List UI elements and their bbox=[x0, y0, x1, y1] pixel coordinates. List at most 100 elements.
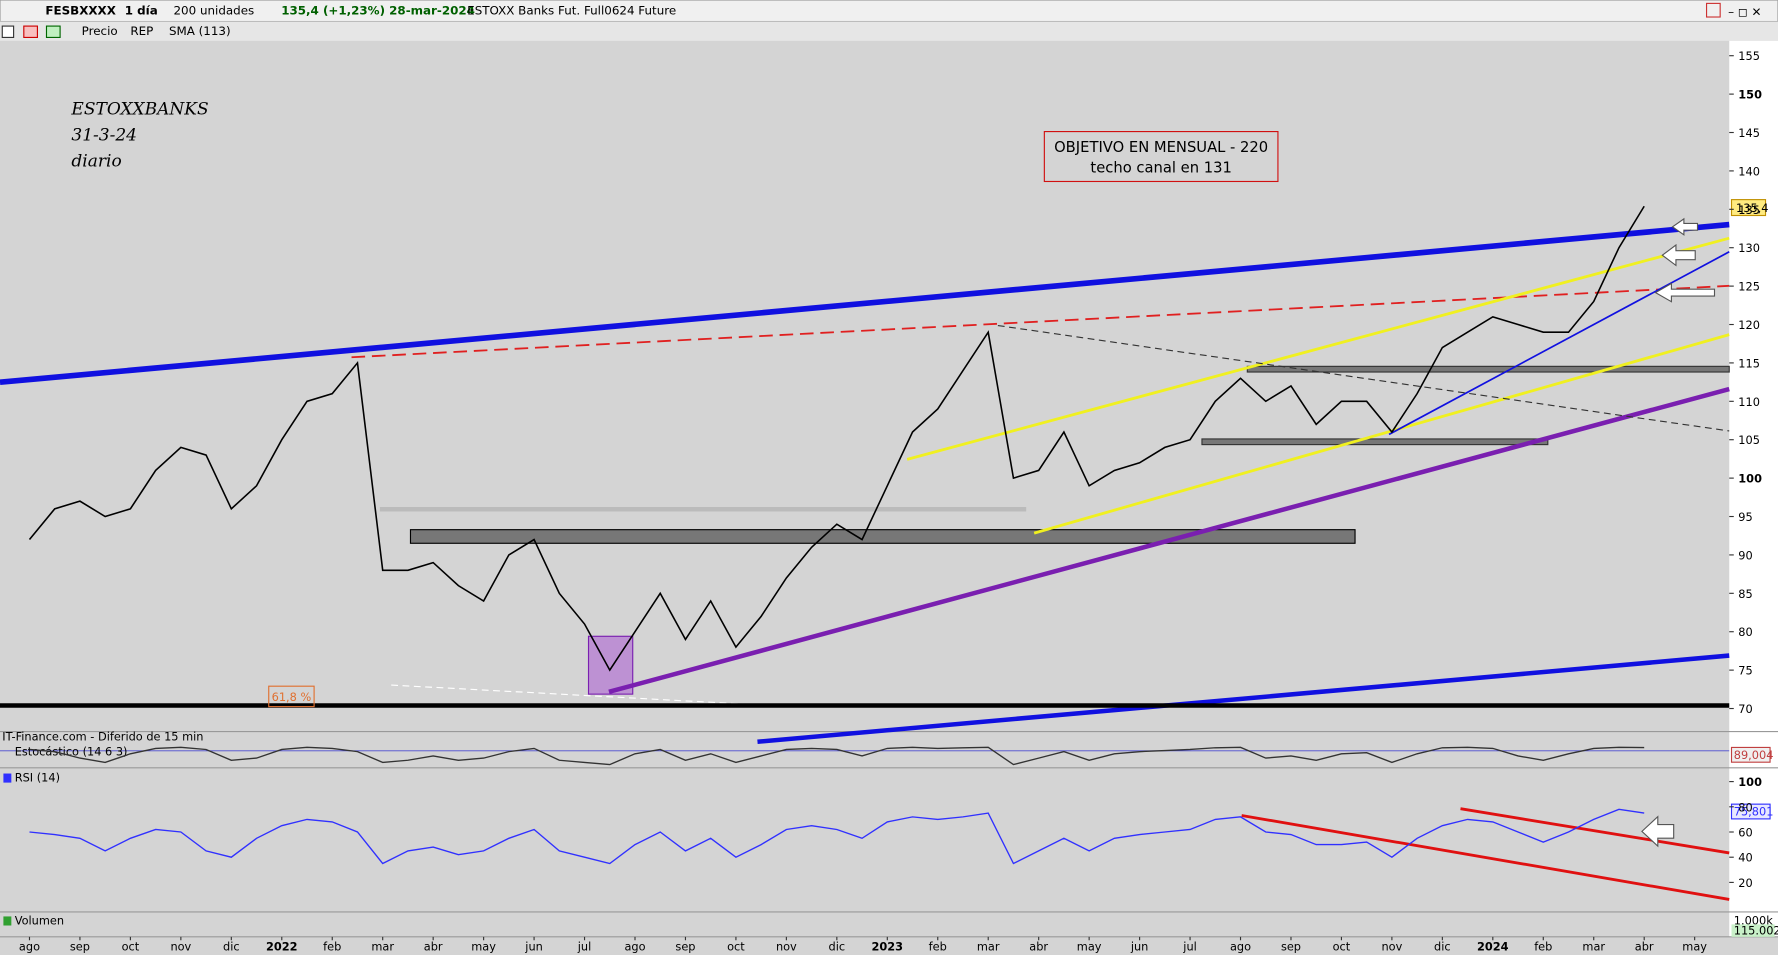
y-tick-label: 145 bbox=[1738, 126, 1760, 140]
series-line bbox=[28, 205, 1645, 672]
y-tick-label: 130 bbox=[1738, 241, 1760, 255]
x-tick-label: ago bbox=[19, 939, 40, 953]
y-tick-label: 105 bbox=[1738, 433, 1760, 447]
button[interactable] bbox=[23, 25, 38, 38]
y-tick-label: 100 bbox=[1738, 775, 1762, 789]
x-tick-label: may bbox=[1682, 939, 1707, 953]
x-tick-label: feb bbox=[1534, 939, 1552, 953]
x-tick-label: ago bbox=[624, 939, 645, 953]
x-tick-label: feb bbox=[929, 939, 947, 953]
volume-value-label: 115.002 bbox=[1734, 924, 1778, 938]
panel-label: Volumen bbox=[15, 913, 64, 927]
trendline bbox=[1388, 251, 1730, 436]
fib-box bbox=[268, 685, 315, 708]
source: IT-Finance.com - Diferido de 15 min bbox=[2, 730, 203, 744]
toggle[interactable]: Precio bbox=[82, 24, 118, 38]
zone bbox=[1246, 365, 1730, 373]
window-controls[interactable]: – ◻ ✕ bbox=[1728, 5, 1761, 19]
annotation: diario bbox=[71, 152, 121, 172]
symbol[interactable]: FESBXXXX bbox=[45, 4, 116, 18]
annotation-title: ESTOXXBANKS bbox=[70, 100, 208, 120]
y-tick-label: 140 bbox=[1738, 164, 1760, 178]
y-tick-label: 125 bbox=[1738, 280, 1760, 294]
y-tick-label: 70 bbox=[1738, 702, 1752, 716]
x-tick-label: sep bbox=[70, 939, 90, 953]
toggle[interactable]: SMA (113) bbox=[169, 24, 231, 38]
refresh-button[interactable] bbox=[1705, 2, 1721, 18]
trendline bbox=[391, 684, 772, 707]
toolbar-row2 bbox=[0, 21, 1778, 41]
trendline bbox=[0, 221, 1730, 386]
x-tick-label: abr bbox=[1029, 939, 1048, 953]
x-tick-label: jun bbox=[524, 939, 543, 953]
interval[interactable]: 1 día bbox=[125, 4, 158, 18]
x-tick-label: may bbox=[1077, 939, 1102, 953]
trendline bbox=[906, 236, 1730, 461]
x-tick-label: oct bbox=[122, 939, 140, 953]
x-tick-label: mar bbox=[977, 939, 1000, 953]
x-tick-label: jun bbox=[1130, 939, 1149, 953]
rsi-trendline bbox=[1460, 807, 1730, 855]
panel-label: RSI (14) bbox=[15, 770, 60, 784]
annotation: techo canal en 131 bbox=[1090, 159, 1231, 176]
value-tag-label: 75,801 bbox=[1734, 804, 1774, 818]
toggle[interactable]: REP bbox=[130, 24, 153, 38]
y-tick-label: 100 bbox=[1738, 472, 1762, 486]
x-tick-label: nov bbox=[1381, 939, 1402, 953]
panel-label: Estocástico (14 6 3) bbox=[15, 744, 128, 758]
value-tag bbox=[1730, 746, 1771, 763]
y-tick-label: 20 bbox=[1738, 876, 1752, 890]
x-tick-label: mar bbox=[371, 939, 394, 953]
x-tick-label: nov bbox=[170, 939, 191, 953]
y-tick-label: 80 bbox=[1738, 625, 1752, 639]
trendline bbox=[757, 653, 1730, 745]
button[interactable] bbox=[45, 25, 61, 38]
series-line bbox=[29, 808, 1645, 865]
trendline bbox=[608, 386, 1730, 695]
quote: 135,4 (+1,23%) 28-mar-2024 bbox=[281, 4, 475, 18]
y-tick-label: 110 bbox=[1738, 395, 1760, 409]
fib-label: 61,8 % bbox=[272, 690, 312, 704]
annotation: OBJETIVO EN MENSUAL - 220 bbox=[1054, 139, 1268, 156]
value-tag-label: 89,004 bbox=[1734, 748, 1774, 762]
x-tick-label: 2024 bbox=[1477, 939, 1509, 953]
units[interactable]: 200 unidades bbox=[173, 4, 254, 18]
rsi-trendline bbox=[1241, 814, 1730, 901]
arrows bbox=[1641, 217, 1716, 848]
y-tick-label: 120 bbox=[1738, 318, 1760, 332]
y-tick-label: 85 bbox=[1738, 587, 1752, 601]
y-tick-label: 40 bbox=[1738, 851, 1752, 865]
x-tick-label: 2023 bbox=[872, 939, 904, 953]
x-tick-label: sep bbox=[675, 939, 695, 953]
x-tick-label: feb bbox=[323, 939, 341, 953]
x-tick-label: oct bbox=[727, 939, 745, 953]
y-tick-label: 150 bbox=[1738, 88, 1762, 102]
button[interactable] bbox=[1, 25, 15, 38]
price-tag-label: 135,4 bbox=[1736, 201, 1768, 215]
x-tick-label: 2022 bbox=[266, 939, 298, 953]
y-tick-label: 155 bbox=[1738, 49, 1760, 63]
value-tag bbox=[1730, 803, 1771, 820]
y-tick-label: 60 bbox=[1738, 826, 1752, 840]
x-tick-label: dic bbox=[1434, 939, 1451, 953]
y-tick-label: 135 bbox=[1738, 203, 1760, 217]
annotation-box bbox=[1043, 131, 1279, 183]
x-tick-label: oct bbox=[1333, 939, 1351, 953]
axis-column bbox=[1729, 40, 1778, 937]
y-tick-label: 80 bbox=[1738, 800, 1752, 814]
x-tick-label: may bbox=[471, 939, 496, 953]
x-tick-label: nov bbox=[776, 939, 797, 953]
description: ESTOXX Banks Fut. Full0624 Future bbox=[467, 4, 676, 18]
x-tick-label: jul bbox=[577, 939, 591, 953]
annotation-date: 31-3-24 bbox=[71, 126, 137, 146]
trendline bbox=[351, 284, 1730, 359]
value-tag bbox=[1731, 924, 1775, 937]
x-tick-label: dic bbox=[223, 939, 240, 953]
toolbar bbox=[0, 0, 1778, 23]
x-tick-label: ago bbox=[1230, 939, 1251, 953]
price-tag bbox=[1730, 199, 1767, 217]
volume-axis-label: 1.000k bbox=[1734, 913, 1773, 927]
y-tick-label: 75 bbox=[1738, 664, 1752, 678]
